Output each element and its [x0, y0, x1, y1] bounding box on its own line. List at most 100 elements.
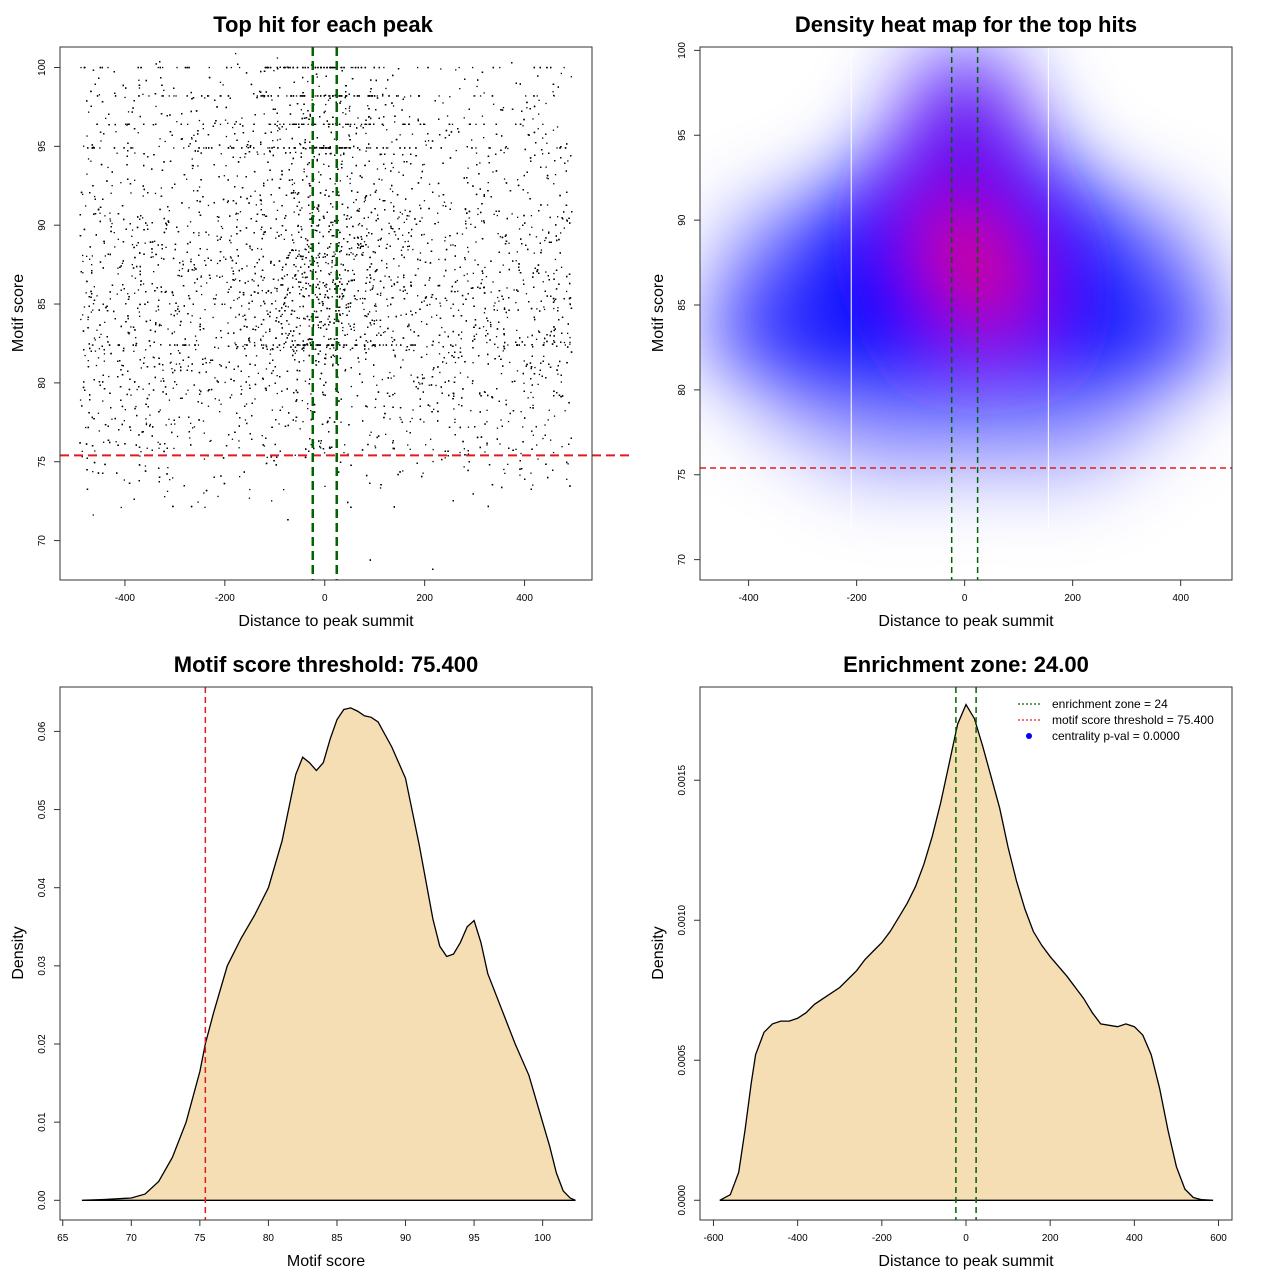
scatter-point: [202, 128, 204, 130]
scatter-point: [340, 421, 342, 423]
scatter-point: [320, 447, 322, 449]
scatter-point: [170, 361, 172, 363]
scatter-point: [560, 266, 563, 268]
scatter-point: [132, 147, 134, 149]
scatter-point: [219, 81, 222, 83]
scatter-point: [400, 418, 402, 421]
scatter-point: [151, 251, 153, 254]
scatter-point: [263, 153, 265, 155]
scatter-point: [102, 400, 104, 402]
scatter-point: [490, 325, 492, 328]
scatter-point: [346, 175, 348, 177]
scatter-point: [109, 212, 111, 214]
scatter-point: [515, 260, 517, 262]
scatter-point: [263, 113, 265, 115]
scatter-point: [503, 307, 506, 309]
scatter-point: [343, 289, 346, 292]
scatter-point: [482, 326, 485, 328]
scatter-point: [177, 350, 180, 352]
scatter-point: [273, 201, 275, 203]
scatter-point: [335, 139, 338, 141]
scatter-point: [495, 336, 498, 338]
scatter-point: [542, 229, 544, 231]
scatter-point: [138, 311, 140, 313]
scatter-point: [91, 264, 93, 266]
scatter-point: [365, 132, 367, 135]
scatter-point: [130, 326, 132, 328]
scatter-point: [276, 375, 278, 377]
scatter-point: [248, 376, 250, 378]
scatter-point: [175, 95, 177, 97]
scatter-point: [402, 234, 404, 236]
scatter-point: [446, 115, 449, 117]
scatter-point: [191, 137, 193, 139]
scatter-point: [299, 428, 301, 430]
scatter-point: [249, 247, 251, 249]
scatter-point: [279, 128, 281, 130]
scatter-point: [363, 308, 365, 311]
scatter-point: [236, 298, 239, 300]
scatter-point: [295, 95, 298, 97]
scatter-point: [127, 111, 130, 113]
scatter-point: [554, 258, 557, 261]
scatter-point: [230, 66, 232, 69]
scatter-point: [301, 95, 303, 97]
scatter-point: [198, 234, 200, 237]
scatter-point: [456, 279, 458, 282]
scatter-point: [423, 233, 425, 236]
scatter-point: [139, 315, 141, 317]
scatter-point: [297, 224, 299, 227]
scatter-point: [276, 231, 278, 233]
scatter-point: [392, 166, 394, 169]
scatter-point: [366, 228, 368, 230]
scatter-point: [453, 408, 455, 410]
scatter-point: [553, 94, 555, 97]
scatter-point: [319, 231, 321, 233]
scatter-point: [164, 140, 166, 143]
scatter-point: [339, 288, 341, 290]
scatter-point: [93, 337, 96, 339]
scatter-point: [104, 215, 106, 217]
scatter-point: [298, 317, 300, 319]
scatter-point: [367, 95, 369, 97]
scatter-point: [248, 384, 251, 386]
scatter-point: [304, 318, 306, 320]
scatter-point: [397, 95, 399, 97]
scatter-point: [338, 229, 340, 231]
scatter-point: [226, 201, 229, 204]
scatter-point: [131, 229, 134, 231]
scatter-point: [408, 116, 411, 118]
scatter-point: [130, 429, 132, 431]
scatter-point: [262, 94, 264, 97]
scatter-point: [387, 316, 390, 318]
scatter-point: [279, 349, 281, 352]
scatter-point: [224, 119, 227, 121]
scatter-point: [208, 66, 210, 69]
scatter-point: [187, 269, 190, 271]
scatter-point: [525, 293, 528, 295]
scatter-point: [566, 290, 568, 293]
scatter-point: [331, 255, 334, 258]
scatter-point: [356, 299, 358, 301]
scatter-point: [360, 246, 362, 248]
scatter-point: [483, 92, 485, 94]
scatter-point: [260, 338, 262, 340]
scatter-point: [247, 280, 249, 282]
scatter-point: [165, 246, 167, 248]
scatter-point: [311, 212, 313, 214]
scatter-point: [365, 150, 367, 152]
scatter-point: [380, 292, 382, 294]
scatter-point: [220, 153, 222, 155]
scatter-point: [314, 294, 316, 296]
scatter-point: [553, 307, 555, 310]
scatter-point: [136, 244, 138, 247]
scatter-point: [474, 95, 476, 97]
scatter-point: [197, 165, 199, 167]
scatter-point: [81, 450, 83, 452]
scatter-point: [467, 167, 469, 169]
scatter-point: [353, 326, 355, 328]
scatter-point: [432, 369, 434, 371]
scatter-point: [392, 105, 395, 107]
scatter-point: [399, 416, 401, 419]
scatter-point: [437, 221, 439, 223]
